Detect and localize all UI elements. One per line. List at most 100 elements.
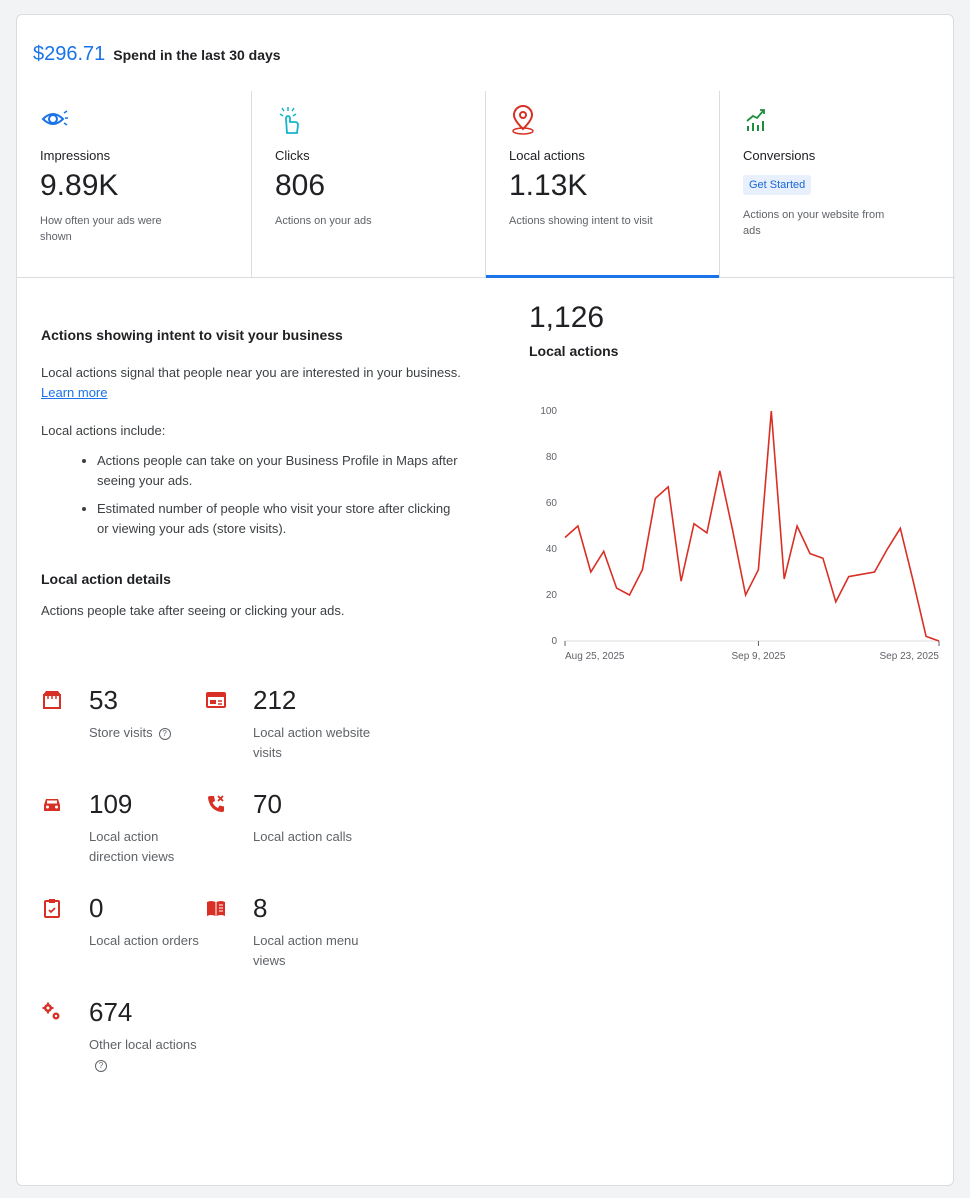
details-title: Local action details: [41, 571, 171, 587]
y-tick-label: 40: [546, 544, 558, 555]
metric-label: Local actions: [509, 148, 585, 163]
x-tick-label: Sep 23, 2025: [880, 651, 940, 662]
data-point[interactable]: [652, 495, 658, 501]
intent-description: Local actions signal that people near yo…: [41, 363, 461, 403]
local-actions-chart: 0 20 40 60 80 100 Aug 25, 2025 Sep 9, 2025 Sep 2…: [540, 406, 942, 662]
data-point[interactable]: [691, 521, 697, 527]
detail-value: 0: [89, 893, 104, 923]
data-point[interactable]: [717, 468, 723, 474]
x-tick-label: Sep 9, 2025: [731, 651, 785, 662]
data-point[interactable]: [588, 569, 594, 575]
metric-conversions[interactable]: Conversions Get Started Actions on your …: [719, 91, 953, 277]
detail-value: 8: [253, 893, 268, 923]
data-point[interactable]: [601, 548, 607, 554]
menu-book-icon: [207, 901, 225, 916]
list-item: Actions people can take on your Business…: [97, 451, 461, 491]
details-description: Actions people take after seeing or clic…: [41, 603, 345, 618]
metric-description: Actions on your ads: [275, 215, 372, 227]
learn-more-link[interactable]: Learn more: [41, 385, 108, 400]
car-icon: [44, 799, 60, 811]
includes-label: Local actions include:: [41, 423, 166, 438]
detail-label: Local action website visits: [253, 725, 371, 760]
data-point[interactable]: [923, 633, 929, 639]
detail-label-text: Other local actions: [89, 1037, 197, 1052]
metric-tabs: Impressions 9.89K How often your ads wer…: [17, 91, 955, 278]
data-point[interactable]: [872, 569, 878, 575]
data-point[interactable]: [820, 555, 826, 561]
data-point[interactable]: [665, 484, 671, 490]
eye-icon: [41, 110, 68, 126]
detail-value: 674: [89, 997, 133, 1027]
metric-value: 9.89K: [40, 169, 119, 202]
spend-summary: $296.71 Spend in the last 30 days: [33, 43, 281, 66]
data-point[interactable]: [781, 576, 787, 582]
series-line: [564, 410, 940, 642]
data-point[interactable]: [794, 523, 800, 529]
x-tick-label: Aug 25, 2025: [565, 651, 625, 662]
data-point[interactable]: [884, 546, 890, 552]
detail-value: 109: [89, 789, 133, 819]
data-point[interactable]: [846, 574, 852, 580]
data-point[interactable]: [768, 408, 774, 414]
chart-total: 1,126: [529, 301, 605, 334]
detail-label: Local action direction views: [89, 829, 175, 864]
metric-value: 806: [275, 169, 326, 202]
metric-label: Conversions: [743, 148, 816, 163]
y-tick-label: 60: [546, 498, 558, 509]
section-title: Actions showing intent to visit your bus…: [41, 327, 343, 343]
data-point[interactable]: [743, 592, 749, 598]
metric-value: 1.13K: [509, 169, 588, 202]
data-point[interactable]: [910, 578, 916, 584]
y-tick-label: 80: [546, 452, 558, 463]
detail-value: 212: [253, 685, 297, 715]
list-item: Estimated number of people who visit you…: [97, 499, 461, 539]
intent-description-text: Local actions signal that people near yo…: [41, 365, 461, 380]
get-started-button[interactable]: Get Started: [743, 175, 812, 195]
data-point[interactable]: [897, 525, 903, 531]
data-point[interactable]: [626, 592, 632, 598]
includes-list: Actions people can take on your Business…: [41, 451, 461, 539]
metric-label: Clicks: [275, 148, 310, 163]
detail-label: Local action calls: [253, 829, 352, 844]
phone-icon: [208, 795, 224, 812]
metric-description: Actions showing intent to visit: [509, 215, 653, 227]
spend-label: Spend in the last 30 days: [113, 47, 281, 63]
data-point[interactable]: [807, 551, 813, 557]
metric-impressions[interactable]: Impressions 9.89K How often your ads wer…: [17, 91, 251, 277]
y-tick-label: 20: [546, 590, 558, 601]
location-pin-icon: [512, 105, 534, 135]
order-icon: [44, 899, 60, 918]
chart-up-icon: [746, 109, 765, 131]
data-point[interactable]: [833, 599, 839, 605]
y-tick-label: 100: [540, 406, 557, 417]
local-actions-card: $296.71 Spend in the last 30 days Impres…: [16, 14, 955, 1186]
detail-label: Local action orders: [89, 933, 199, 948]
detail-label: Local action menu views: [253, 933, 359, 968]
data-point[interactable]: [562, 535, 568, 541]
metric-clicks[interactable]: Clicks 806 Actions on your ads: [251, 91, 485, 277]
spend-amount: $296.71: [33, 43, 106, 65]
gears-icon: [42, 1002, 60, 1020]
detail-label: Other local actions?: [89, 1035, 209, 1075]
metric-description: How often your ads were shown: [40, 215, 162, 243]
data-point[interactable]: [575, 523, 581, 529]
metric-label: Impressions: [40, 148, 111, 163]
detail-label: Store visits?: [89, 723, 209, 743]
metric-description: Actions on your website from ads: [743, 209, 885, 237]
help-icon[interactable]: ?: [158, 727, 171, 740]
website-icon: [206, 692, 226, 708]
help-icon[interactable]: ?: [95, 1059, 107, 1072]
data-point[interactable]: [614, 585, 620, 591]
data-point[interactable]: [859, 571, 865, 577]
data-point[interactable]: [936, 638, 942, 644]
data-point[interactable]: [730, 528, 736, 534]
store-icon: [43, 691, 61, 709]
intent-section: Actions showing intent to visit your bus…: [41, 325, 461, 621]
click-icon: [279, 107, 299, 134]
metric-local-actions[interactable]: Local actions 1.13K Actions showing inte…: [485, 91, 719, 278]
data-point[interactable]: [704, 530, 710, 536]
y-tick-label: 0: [551, 636, 557, 647]
data-point[interactable]: [639, 567, 645, 573]
data-point[interactable]: [755, 567, 761, 573]
data-point[interactable]: [678, 578, 684, 584]
